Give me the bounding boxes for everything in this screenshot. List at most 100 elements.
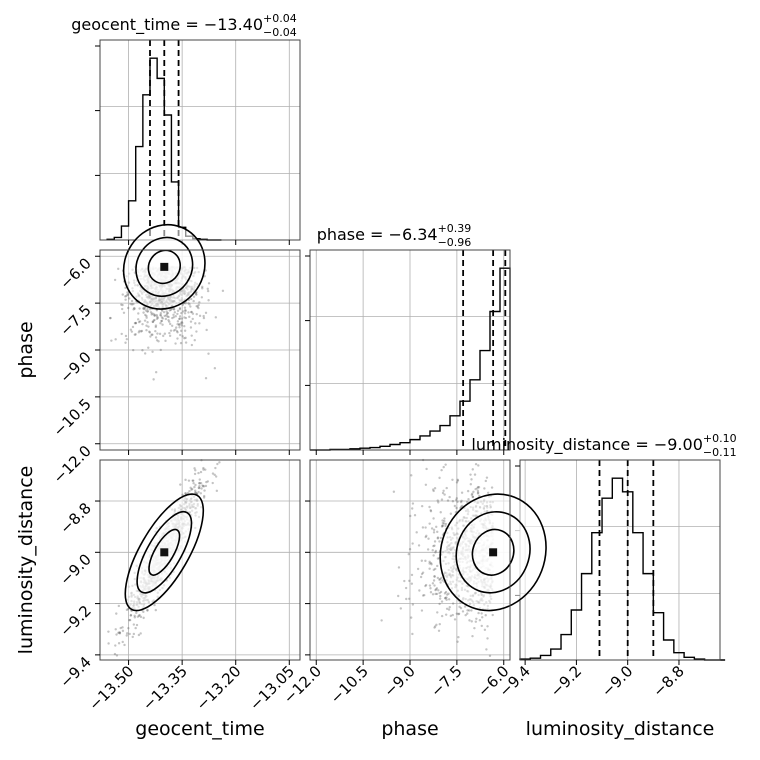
sample-point — [405, 597, 408, 601]
sample-point — [176, 337, 179, 340]
sample-point — [438, 622, 441, 626]
sample-point — [135, 611, 138, 615]
x-axis-label-geocent_time: geocent_time — [135, 718, 264, 740]
sample-point — [178, 307, 182, 310]
sample-point — [440, 600, 444, 603]
sample-point — [474, 462, 478, 466]
sample-point — [141, 322, 144, 326]
sample-point — [154, 324, 158, 327]
sample-point — [190, 310, 193, 314]
sample-point — [433, 574, 436, 578]
sample-point — [432, 579, 436, 582]
sample-point — [439, 581, 442, 584]
sample-point — [466, 489, 470, 493]
sample-point — [117, 604, 121, 608]
sample-point — [125, 337, 129, 341]
sample-point — [434, 625, 437, 628]
sample-point — [150, 333, 153, 336]
sample-point — [142, 616, 145, 620]
density-peak — [160, 262, 169, 271]
sample-point — [113, 652, 117, 656]
sample-point — [195, 293, 198, 296]
sample-point — [153, 313, 156, 316]
sample-point — [142, 307, 146, 311]
sample-point — [132, 308, 135, 311]
sample-point — [139, 632, 142, 635]
sample-point — [146, 309, 150, 313]
sample-point — [133, 307, 136, 311]
sample-point — [425, 534, 428, 538]
sample-point — [191, 317, 194, 321]
sample-point — [181, 303, 185, 306]
title-plus: +0.04 — [263, 12, 297, 25]
sample-point — [449, 614, 453, 618]
sample-point — [443, 517, 446, 520]
sample-point — [445, 598, 448, 601]
sample-point — [193, 467, 196, 470]
sample-point — [464, 613, 467, 617]
sample-point — [134, 626, 137, 630]
sample-point — [436, 536, 440, 539]
sample-point — [404, 586, 408, 590]
sample-point — [202, 485, 206, 488]
sample-point — [172, 316, 175, 319]
sample-point — [160, 319, 163, 323]
sample-point — [163, 314, 166, 318]
sample-point — [164, 339, 167, 343]
title-minus: −0.96 — [438, 236, 472, 249]
sample-point — [151, 350, 154, 353]
sample-point — [203, 494, 206, 498]
sample-point — [108, 316, 112, 320]
sample-point — [424, 559, 427, 563]
sample-point — [131, 325, 135, 329]
title-minus: −0.04 — [263, 26, 297, 39]
sample-point — [137, 633, 141, 637]
sample-point — [425, 467, 428, 471]
sample-point — [151, 320, 154, 323]
sample-point — [132, 623, 136, 626]
sample-point — [109, 316, 112, 320]
sample-point — [477, 486, 481, 489]
sample-point — [456, 640, 459, 643]
sample-point — [399, 607, 403, 610]
sample-point — [125, 634, 128, 637]
sample-point — [411, 502, 415, 505]
sample-point — [475, 617, 478, 621]
sample-point — [449, 512, 453, 515]
sample-point — [121, 626, 124, 629]
sample-point — [432, 517, 435, 520]
y-axis-label-luminosity_distance: luminosity_distance — [15, 466, 37, 655]
sample-point — [157, 340, 160, 343]
sample-point — [438, 602, 441, 606]
sample-point — [202, 466, 205, 470]
title-plus: +0.39 — [438, 222, 472, 235]
sample-point — [138, 320, 142, 323]
title-minus: −0.11 — [703, 446, 737, 459]
sample-point — [198, 481, 201, 485]
sample-point — [168, 320, 171, 323]
sample-point — [429, 509, 432, 512]
sample-point — [214, 475, 218, 478]
sample-point — [437, 501, 440, 504]
sample-point — [433, 575, 436, 578]
sample-point — [434, 588, 437, 592]
y-tick-label: −9.4 — [56, 653, 94, 691]
sample-point — [183, 329, 187, 332]
sample-point — [123, 643, 126, 647]
sample-point — [129, 328, 133, 331]
y-tick-label: −10.5 — [50, 395, 95, 440]
sample-point — [133, 306, 136, 310]
x-axis-label-luminosity_distance: luminosity_distance — [526, 718, 715, 740]
sample-point — [178, 307, 182, 311]
sample-point — [444, 613, 448, 616]
sample-point — [127, 627, 130, 630]
x-tick-label: −13.35 — [139, 662, 191, 714]
sample-point — [410, 573, 414, 577]
density-peak — [160, 548, 169, 557]
sample-point — [190, 310, 193, 314]
sample-point — [178, 326, 181, 329]
sample-point — [471, 468, 474, 471]
sample-point — [438, 591, 441, 595]
panel-title-luminosity_distance: luminosity_distance = −9.00+0.10 — [471, 432, 736, 455]
sample-point — [121, 303, 124, 307]
